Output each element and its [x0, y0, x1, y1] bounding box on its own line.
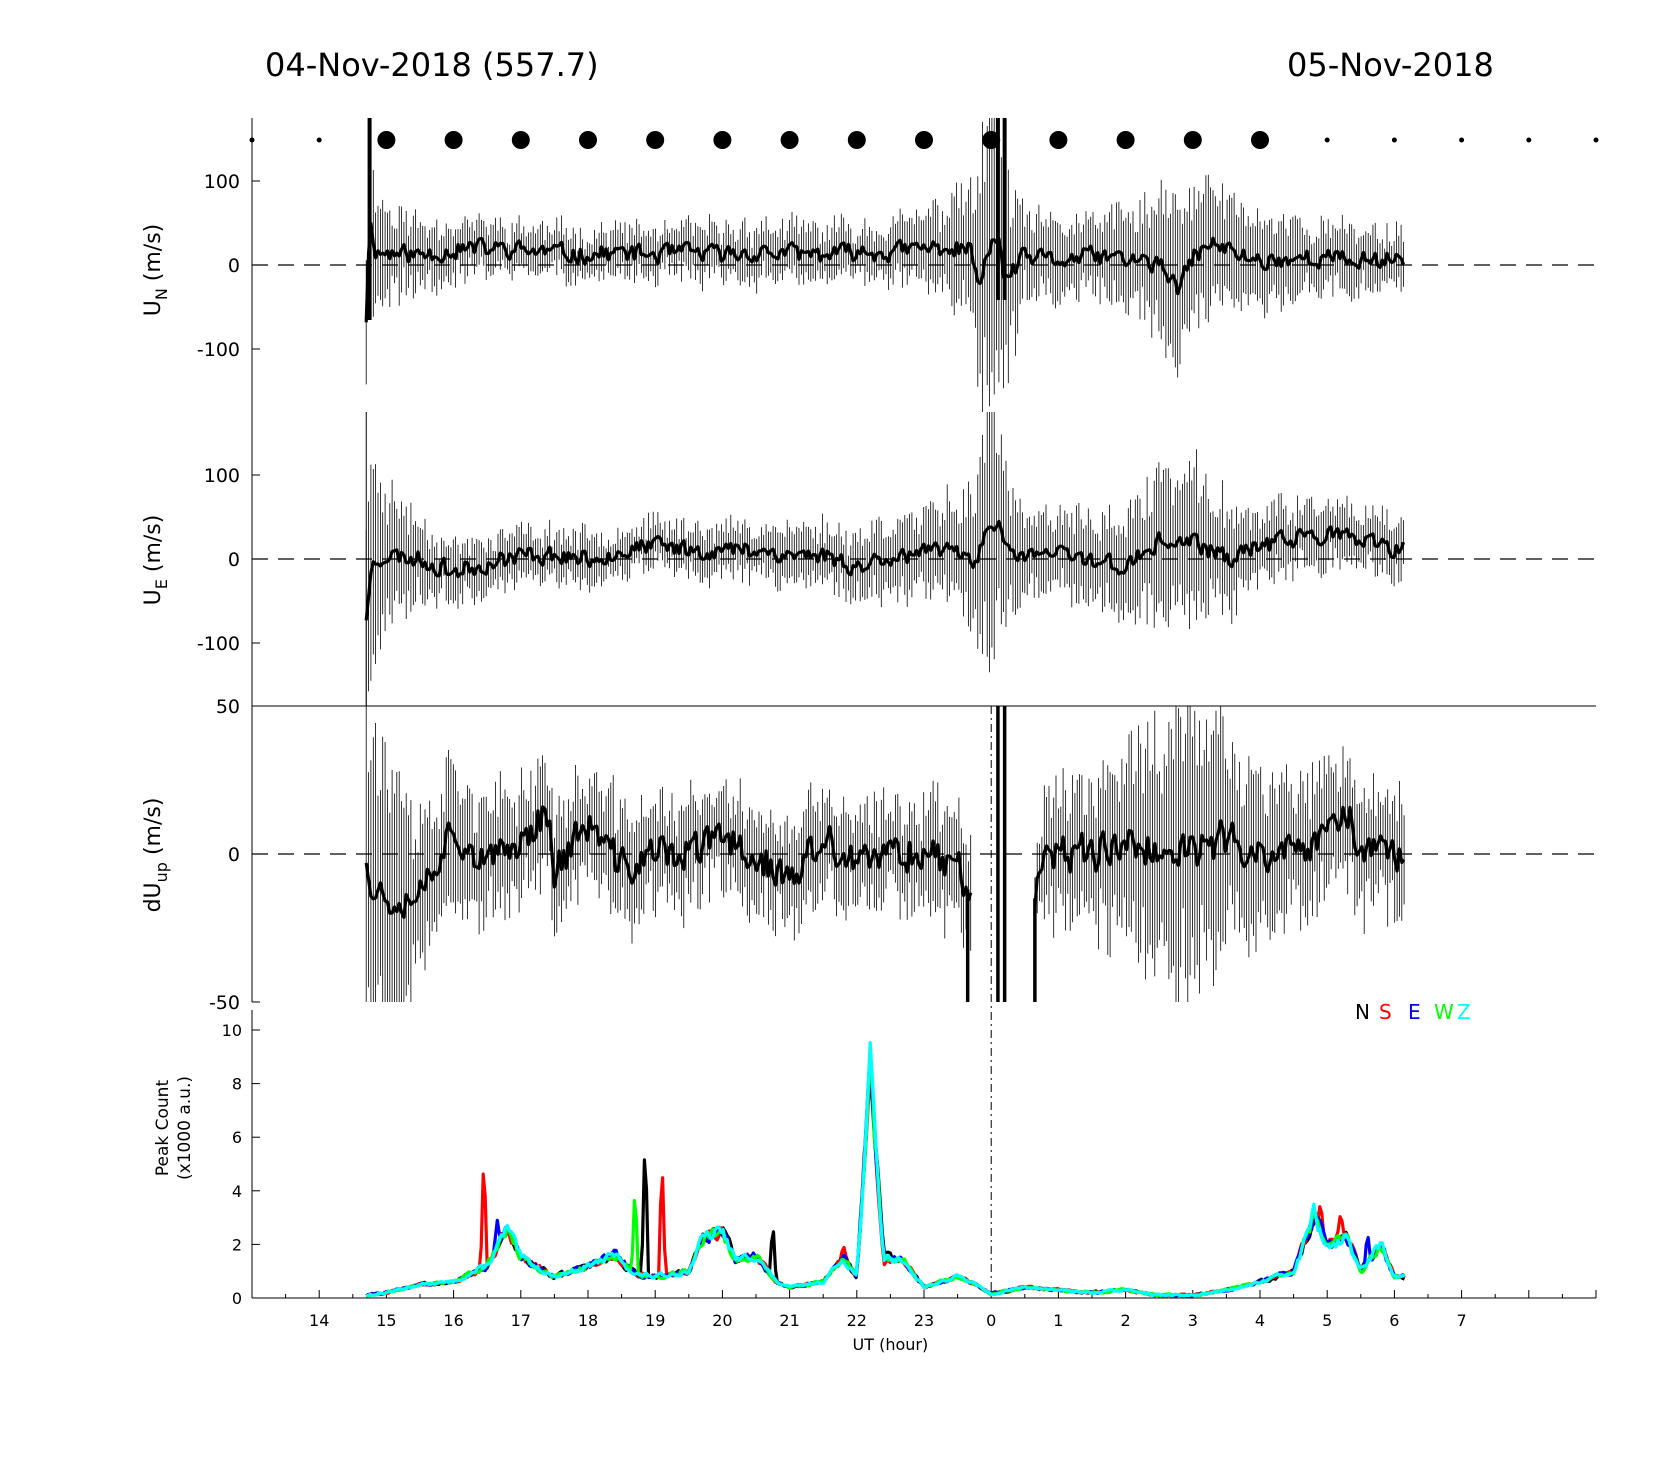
wind-series-line	[364, 519, 1406, 621]
sky-marker	[1593, 137, 1599, 143]
y-tick-label: 0	[232, 1289, 242, 1308]
sky-marker	[915, 131, 933, 149]
x-tick-label: 20	[712, 1311, 732, 1330]
y-tick-label: 0	[228, 549, 240, 571]
sky-marker	[249, 137, 255, 143]
x-tick-label: 7	[1457, 1311, 1467, 1330]
legend-e: E	[1408, 1000, 1421, 1024]
y-tick-label: -50	[209, 992, 240, 1014]
title-left: 04-Nov-2018 (557.7)	[265, 46, 599, 84]
x-tick-label: 15	[376, 1311, 396, 1330]
sky-marker	[847, 131, 866, 149]
x-tick-label: 5	[1322, 1311, 1332, 1330]
sky-marker	[1049, 131, 1068, 149]
plot-area	[364, 706, 1406, 1002]
y-axis-label: dUup (m/s)	[141, 798, 171, 913]
sky-marker	[780, 131, 799, 149]
y-tick-label: 10	[222, 1021, 242, 1040]
y-axis-label: UN (m/s)	[141, 224, 171, 317]
x-tick-label: 19	[645, 1311, 665, 1330]
y-tick-label: -100	[197, 633, 240, 655]
x-tick-label: 22	[847, 1311, 867, 1330]
x-tick-label: 17	[511, 1311, 531, 1330]
y-tick-label: 6	[232, 1128, 242, 1147]
x-tick-label: 0	[986, 1311, 996, 1330]
panel-un: 100 0 -100 UN (m/s)	[141, 118, 1596, 412]
y-tick-label: -100	[197, 339, 240, 361]
title-right: 05-Nov-2018	[1287, 46, 1494, 84]
sky-marker	[377, 131, 396, 149]
sky-marker	[511, 131, 530, 149]
legend-n: N	[1355, 1000, 1370, 1024]
y-tick-label: 50	[216, 696, 240, 718]
x-tick-label: 21	[779, 1311, 799, 1330]
legend-s: S	[1379, 1000, 1392, 1024]
sky-marker	[1526, 137, 1532, 143]
plot-area	[364, 412, 1406, 706]
y-axis-label: UE (m/s)	[141, 515, 171, 606]
peak-series-s	[365, 1077, 1406, 1299]
wind-series-line	[364, 805, 973, 919]
sky-marker	[982, 131, 1001, 149]
x-tick-label: 6	[1389, 1311, 1399, 1330]
y-axis-label-line1: Peak Count	[153, 1080, 173, 1177]
sky-marker-row	[249, 131, 1599, 149]
y-tick-label: 0	[228, 255, 240, 277]
x-tick-label: 3	[1188, 1311, 1198, 1330]
x-axis-label: UT (hour)	[853, 1335, 929, 1354]
sky-marker	[1116, 131, 1135, 149]
sky-marker	[646, 131, 665, 149]
y-tick-label: 4	[232, 1182, 242, 1201]
y-tick-label: 100	[204, 465, 240, 487]
sky-marker	[1324, 137, 1330, 143]
x-tick-label: 16	[443, 1311, 463, 1330]
sky-marker	[444, 131, 463, 149]
y-tick-label: 2	[232, 1235, 242, 1254]
y-axis-label-line2: (x1000 a.u.)	[175, 1076, 195, 1180]
x-tick-label: 2	[1121, 1311, 1131, 1330]
peak-series-z	[365, 1041, 1406, 1298]
x-tick-label: 18	[578, 1311, 598, 1330]
panel-ue: 100 0 -100 UE (m/s)	[141, 412, 1596, 707]
legend-z: Z	[1457, 1000, 1471, 1024]
sky-marker	[1459, 137, 1465, 143]
x-tick-label: 23	[914, 1311, 934, 1330]
y-tick-label: 100	[204, 171, 240, 193]
sky-marker	[1183, 131, 1202, 149]
wind-series-line	[1033, 805, 1406, 908]
sky-marker	[1391, 137, 1397, 143]
sky-marker	[316, 137, 322, 143]
legend-w: W	[1434, 1000, 1454, 1024]
x-tick-label: 1	[1053, 1311, 1063, 1330]
sky-marker	[579, 131, 597, 149]
plot-area	[364, 118, 1405, 412]
y-tick-label: 8	[232, 1075, 242, 1094]
sky-marker	[713, 131, 732, 149]
x-tick-label: 4	[1255, 1311, 1265, 1330]
y-tick-label: 0	[228, 844, 240, 866]
panel-dup: 50 0 -50 dUup (m/s)	[141, 696, 1596, 1298]
sky-marker	[1251, 131, 1269, 149]
wind-series-line	[364, 221, 1405, 323]
x-tick-label: 14	[309, 1311, 329, 1330]
